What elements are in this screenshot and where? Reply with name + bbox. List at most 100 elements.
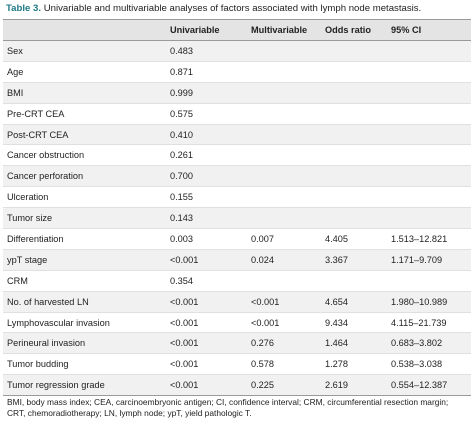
- empty-cell: [387, 144, 471, 167]
- row-label: Post-CRT CEA: [3, 124, 166, 146]
- table-cell: <0.001: [247, 312, 321, 334]
- table-row: Perineural invasion <0.001 0.276 1.464 0.683…: [3, 332, 471, 355]
- table-cell: 0.683–3.802: [387, 332, 471, 355]
- table-row: No. of harvested LN <0.001 <0.001 4.654 1.98…: [3, 291, 471, 313]
- table-cell: <0.001: [166, 332, 247, 355]
- table-cell: 4.654: [321, 291, 387, 313]
- row-label: ypT stage: [3, 249, 166, 271]
- table-cell: 1.171–9.709: [387, 249, 471, 271]
- table-caption: Table 3. Univariable and multivariable a…: [6, 3, 421, 14]
- empty-cell: [321, 103, 387, 125]
- empty-cell: [247, 144, 321, 167]
- table-row: BMI 0.999: [3, 82, 471, 104]
- row-label: Cancer obstruction: [3, 144, 166, 167]
- row-label: Pre-CRT CEA: [3, 103, 166, 125]
- table-cell: 4.405: [321, 228, 387, 250]
- empty-cell: [321, 124, 387, 146]
- header-cell: Multivariable: [247, 19, 321, 41]
- table-cell: 1.980–10.989: [387, 291, 471, 313]
- caption-text: Univariable and multivariable analyses o…: [43, 3, 422, 14]
- row-label: Tumor budding: [3, 353, 166, 376]
- table-cell: <0.001: [166, 291, 247, 313]
- table-row: Sex 0.483: [3, 40, 471, 62]
- table-cell: <0.001: [166, 312, 247, 334]
- table-cell: <0.001: [166, 374, 247, 397]
- table-cell: 0.007: [247, 228, 321, 250]
- header-cell: [3, 19, 166, 41]
- row-label: BMI: [3, 82, 166, 104]
- table-cell: 0.538–3.038: [387, 353, 471, 376]
- row-label: CRM: [3, 270, 166, 292]
- table-cell: 2.619: [321, 374, 387, 397]
- empty-cell: [247, 124, 321, 146]
- table-cell: 0.575: [166, 103, 247, 125]
- empty-cell: [387, 165, 471, 188]
- empty-cell: [247, 270, 321, 292]
- table-row: Ulceration 0.155: [3, 186, 471, 209]
- table-cell: 0.483: [166, 40, 247, 62]
- table-cell: 0.999: [166, 82, 247, 104]
- row-label: Lymphovascular invasion: [3, 312, 166, 334]
- table-cell: 1.278: [321, 353, 387, 376]
- table-row: ypT stage <0.001 0.024 3.367 1.171–9.709: [3, 249, 471, 271]
- empty-cell: [387, 40, 471, 62]
- row-label: Age: [3, 61, 166, 83]
- empty-cell: [387, 207, 471, 230]
- header-cell: 95% CI: [387, 19, 471, 41]
- header-row: Univariable Multivariable Odds ratio 95% CI: [3, 19, 471, 41]
- row-label: No. of harvested LN: [3, 291, 166, 313]
- empty-cell: [321, 186, 387, 209]
- table-row: Age 0.871: [3, 61, 471, 83]
- table-cell: 9.434: [321, 312, 387, 334]
- table-cell: 0.410: [166, 124, 247, 146]
- results-table: Univariable Multivariable Odds ratio 95% CI…: [3, 19, 471, 397]
- row-label: Ulceration: [3, 186, 166, 209]
- row-label: Tumor size: [3, 207, 166, 230]
- caption-label: Table 3.: [6, 3, 42, 14]
- table-row: Post-CRT CEA 0.410: [3, 124, 471, 146]
- table-cell: <0.001: [166, 249, 247, 271]
- empty-cell: [321, 40, 387, 62]
- table-cell: 0.143: [166, 207, 247, 230]
- table-cell: 0.276: [247, 332, 321, 355]
- empty-cell: [321, 144, 387, 167]
- row-label: Cancer perforation: [3, 165, 166, 188]
- table-row: Tumor budding <0.001 0.578 1.278 0.538–3.038: [3, 353, 471, 376]
- empty-cell: [247, 207, 321, 230]
- table-cell: 0.554–12.387: [387, 374, 471, 397]
- table-row: Cancer obstruction 0.261: [3, 144, 471, 167]
- table-cell: 4.115–21.739: [387, 312, 471, 334]
- empty-cell: [321, 61, 387, 83]
- table-cell: 0.871: [166, 61, 247, 83]
- table-cell: 0.578: [247, 353, 321, 376]
- table-row: Tumor size 0.143: [3, 207, 471, 230]
- empty-cell: [247, 186, 321, 209]
- empty-cell: [321, 207, 387, 230]
- table-cell: 0.700: [166, 165, 247, 188]
- table-cell: <0.001: [166, 353, 247, 376]
- empty-cell: [387, 61, 471, 83]
- empty-cell: [387, 186, 471, 209]
- table-row: Lymphovascular invasion <0.001 <0.001 9.434…: [3, 312, 471, 334]
- empty-cell: [247, 82, 321, 104]
- row-label: Differentiation: [3, 228, 166, 250]
- table-cell: 3.367: [321, 249, 387, 271]
- table-row: Cancer perforation 0.700: [3, 165, 471, 188]
- empty-cell: [387, 82, 471, 104]
- row-label: Tumor regression grade: [3, 374, 166, 397]
- table-cell: 0.261: [166, 144, 247, 167]
- table-row: Pre-CRT CEA 0.575: [3, 103, 471, 125]
- table-row: Differentiation 0.003 0.007 4.405 1.513–12.8…: [3, 228, 471, 250]
- table-cell: 0.155: [166, 186, 247, 209]
- empty-cell: [321, 165, 387, 188]
- header-cell: Odds ratio: [321, 19, 387, 41]
- empty-cell: [321, 82, 387, 104]
- table-cell: 0.024: [247, 249, 321, 271]
- empty-cell: [247, 165, 321, 188]
- table-cell: 1.464: [321, 332, 387, 355]
- table-row: Tumor regression grade <0.001 0.225 2.619 0.…: [3, 374, 471, 397]
- header-cell: Univariable: [166, 19, 247, 41]
- row-label: Sex: [3, 40, 166, 62]
- row-label: Perineural invasion: [3, 332, 166, 355]
